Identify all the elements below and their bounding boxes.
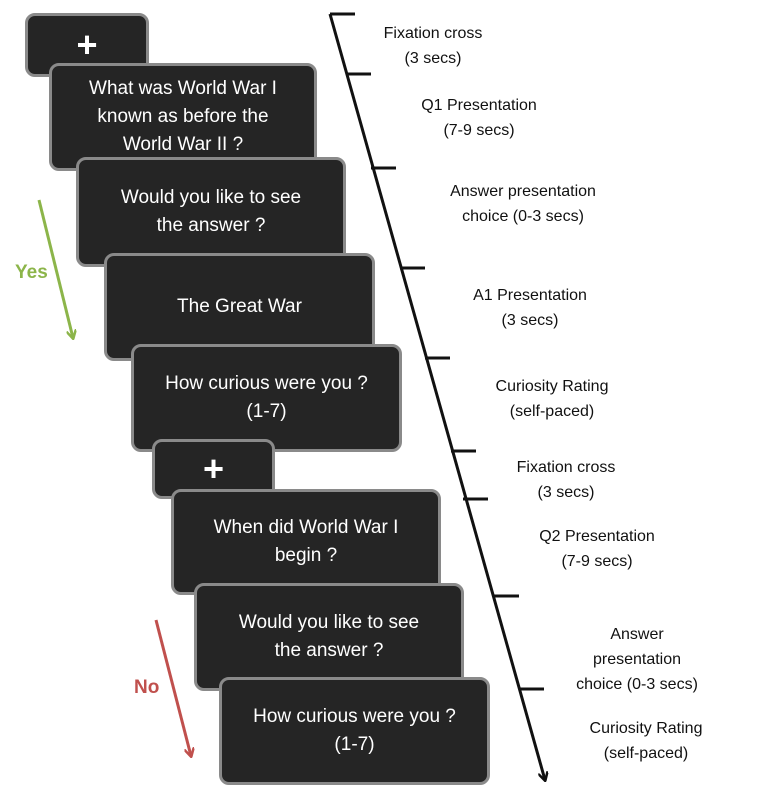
phase-label-rating-2: Curiosity Rating (self-paced) (589, 720, 703, 762)
question-screen-1: What was World War I known as before the… (49, 63, 317, 171)
timeline-axis (328, 13, 545, 780)
phase-label-fixation-1: Fixation cross (3 secs) (383, 25, 483, 67)
yes-arrow (37, 199, 73, 338)
phase-label-a1: A1 Presentation (3 secs) (473, 287, 587, 329)
phase-label-choice-1: Answer presentation choice (0-3 secs) (450, 183, 596, 225)
no-branch-label: No (134, 677, 160, 698)
yes-branch-label: Yes (15, 262, 48, 283)
curiosity-rating-screen-2: How curious were you ? (1-7) (219, 677, 490, 785)
phase-label-q2: Q2 Presentation (7-9 secs) (539, 528, 655, 570)
phase-label-fixation-2: Fixation cross (3 secs) (516, 459, 616, 501)
no-arrow (154, 619, 191, 756)
phase-label-rating-1: Curiosity Rating (self-paced) (495, 378, 609, 420)
curiosity-rating-screen-1: How curious were you ? (1-7) (131, 344, 402, 452)
question-screen-2: When did World War I begin ? (171, 489, 441, 595)
phase-label-q1: Q1 Presentation (7-9 secs) (421, 97, 537, 139)
answer-choice-screen-2: Would you like to see the answer ? (194, 583, 464, 691)
answer-choice-screen-1: Would you like to see the answer ? (76, 157, 346, 267)
phase-label-choice-2: Answer presentation choice (0-3 secs) (576, 626, 698, 693)
